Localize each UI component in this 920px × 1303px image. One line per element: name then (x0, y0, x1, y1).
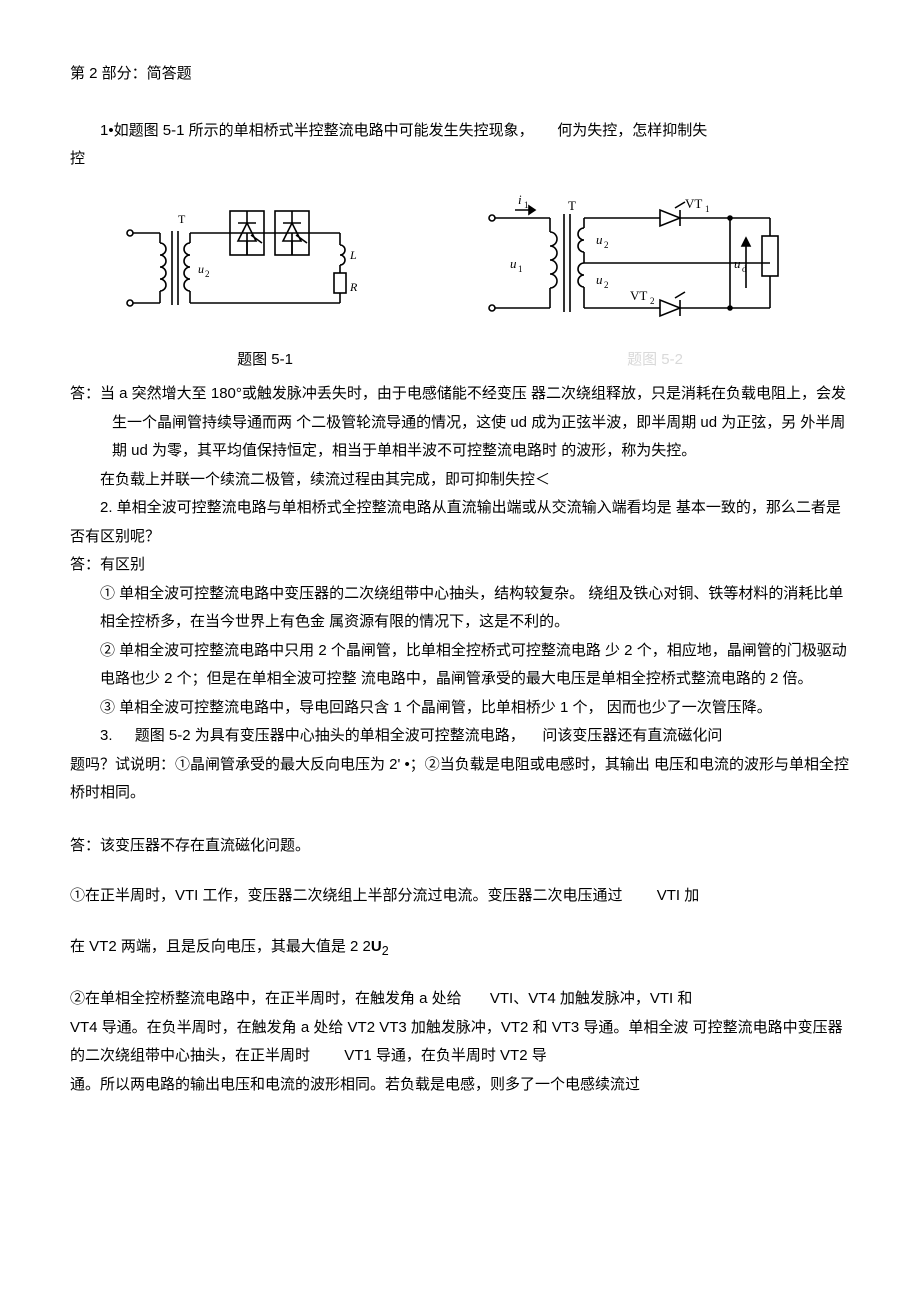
figure-5-1: T u2 L R (120, 193, 380, 333)
ans3-p1c-c: 2 (382, 944, 389, 958)
svg-text:L: L (349, 248, 357, 262)
svg-text:u: u (734, 256, 741, 271)
q3-c: 问该变压器还有直流磁化问 (542, 727, 722, 744)
ans2-p2: ② 单相全波可控整流电路中只用 2 个晶闸管，比单相全控桥式可控整流电路 少 2… (70, 637, 850, 694)
ans2-p1: ① 单相全波可控整流电路中变压器的二次绕组带中心抽头，结构较复杂。 绕组及铁心对… (70, 580, 850, 637)
svg-text:T: T (568, 198, 576, 213)
answer-3-p2: ②在单相全控桥整流电路中，在正半周时，在触发角 a 处给 VTI、VT4 加触发… (70, 985, 850, 1099)
svg-text:2: 2 (205, 269, 210, 279)
q3-d: 题吗？试说明：①晶闸管承受的最大反向电压为 2' •；②当负载是电阻或电感时，其… (70, 751, 850, 808)
svg-text:1: 1 (705, 204, 710, 214)
ans3-p2a: ②在单相全控桥整流电路中，在正半周时，在触发角 a 处给 (70, 990, 462, 1007)
answer-2: 答：有区别 ① 单相全波可控整流电路中变压器的二次绕组带中心抽头，结构较复杂。 … (70, 551, 850, 722)
ans3-p1a: ①在正半周时，VTI 工作，变压器二次绕组上半部分流过电流。变压器二次电压通过 (70, 887, 623, 904)
q1-text-a: 1•如题图 5-1 所示的单相桥式半控整流电路中可能发生失控现象， (100, 122, 534, 139)
figures-row: T u2 L R (70, 188, 850, 338)
svg-text:i: i (518, 192, 522, 207)
svg-text:VT: VT (685, 196, 702, 211)
q1-text-b: 何为失控，怎样抑制失 (557, 122, 707, 139)
ans2-p3: ③ 单相全波可控整流电路中，导电回路只含 1 个晶闸管，比单相桥少 1 个， 因… (70, 694, 850, 723)
ans3-p2e: 通。所以两电路的输出电压和电流的波形相同。若负载是电感，则多了一个电感续流过 (70, 1071, 850, 1100)
answer-1: 答：当 a 突然增大至 180°或触发脉冲丢失时，由于电感储能不经变压 器二次绕… (70, 380, 850, 494)
svg-text:u: u (596, 272, 603, 287)
fig-caption-5-2: 题图 5-2 (460, 346, 850, 375)
svg-text:2: 2 (604, 280, 609, 290)
q1-text-c: 控 (70, 145, 850, 174)
q3-b: 题图 5-2 为具有变压器中心抽头的单相全波可控整流电路， (135, 727, 525, 744)
question-2: 2. 单相全波可控整流电路与单相桥式全控整流电路从直流输出端或从交流输入端看均是… (70, 494, 850, 551)
ans1-p2: 在负载上并联一个续流二极管，续流过程由其完成，即可抑制失控＜ (100, 471, 550, 488)
svg-text:1: 1 (518, 264, 523, 274)
ans3-p2b: VTI、VT4 加触发脉冲，VTI 和 (490, 990, 693, 1007)
svg-text:1: 1 (524, 200, 529, 210)
ans2-p0: 答：有区别 (70, 551, 850, 580)
figure-5-2: i1 T u1 u2 u2 VT1 VT2 ud (480, 188, 800, 338)
question-1: 1•如题图 5-1 所示的单相桥式半控整流电路中可能发生失控现象， 何为失控，怎… (70, 117, 850, 174)
svg-text:u: u (596, 232, 603, 247)
svg-text:u: u (510, 256, 517, 271)
answer-3-p0: 答：该变压器不存在直流磁化问题。 (70, 832, 850, 861)
ans1-p1: 答：当 a 突然增大至 180°或触发脉冲丢失时，由于电感储能不经变压 器二次绕… (70, 385, 846, 459)
svg-text:VT: VT (630, 288, 647, 303)
svg-text:T: T (178, 212, 186, 226)
ans3-p1c-a: 在 VT2 两端，且是反向电压，其最大值是 2 2 (70, 938, 371, 955)
svg-text:2: 2 (650, 296, 655, 306)
svg-text:R: R (349, 280, 358, 294)
ans3-p2d: VT1 导通，在负半周时 VT2 导 (344, 1047, 547, 1064)
section-title: 第 2 部分：简答题 (70, 60, 850, 89)
figure-captions: 题图 5-1 题图 5-2 (70, 346, 850, 375)
q2-text: 2. 单相全波可控整流电路与单相桥式全控整流电路从直流输出端或从交流输入端看均是… (70, 499, 841, 545)
ans3-p1b: VTI 加 (657, 887, 700, 904)
svg-text:2: 2 (604, 240, 609, 250)
ans3-p1c-b: U (371, 938, 382, 955)
answer-3-p1c: 在 VT2 两端，且是反向电压，其最大值是 2 2U2 (70, 933, 850, 964)
q3-a: 3. (100, 727, 113, 744)
svg-text:d: d (742, 264, 747, 274)
fig-caption-5-1: 题图 5-1 (70, 346, 460, 375)
svg-text:u: u (198, 262, 204, 276)
answer-3-p1: ①在正半周时，VTI 工作，变压器二次绕组上半部分流过电流。变压器二次电压通过 … (70, 882, 850, 911)
question-3: 3. 题图 5-2 为具有变压器中心抽头的单相全波可控整流电路， 问该变压器还有… (70, 722, 850, 808)
